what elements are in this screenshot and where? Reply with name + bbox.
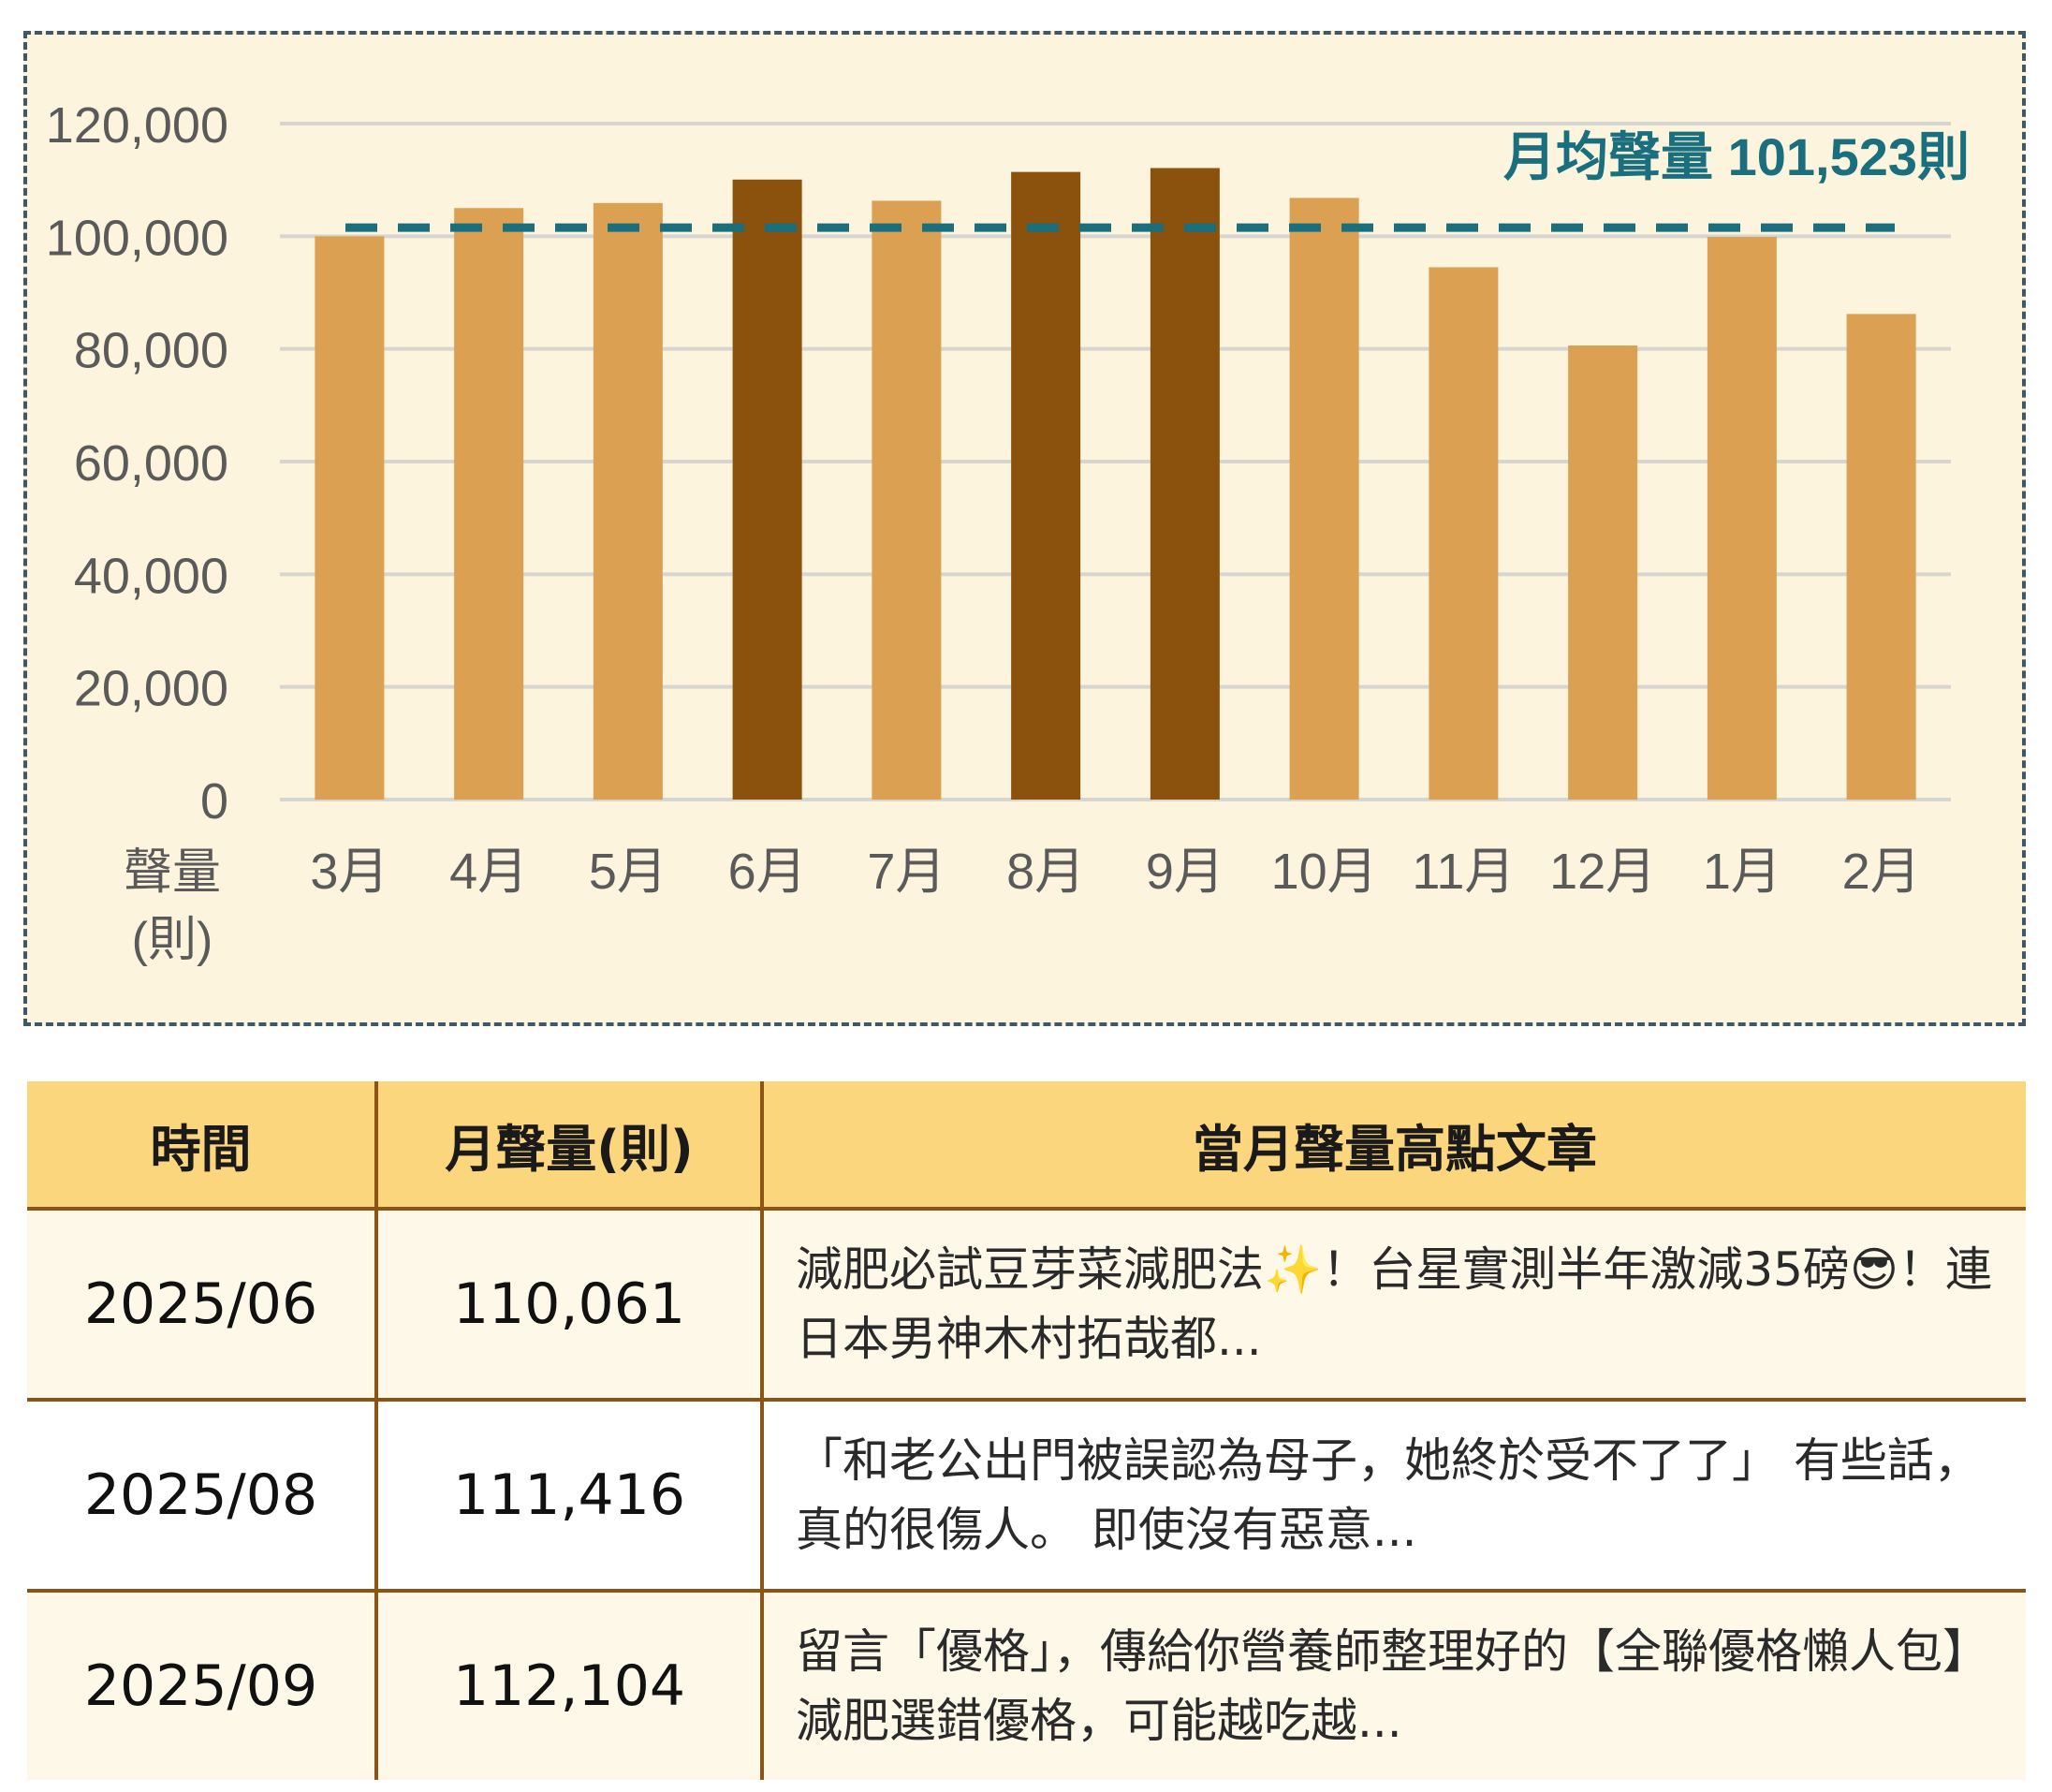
cell-article: 「和老公出門被誤認為母子，她終於受不了了」 有些話，真的很傷人。 即使沒有惡意.… (762, 1400, 2026, 1593)
bar (1707, 236, 1777, 800)
header-article: 當月聲量高點文章 (762, 1081, 2026, 1211)
bar (1289, 198, 1359, 801)
header-volume: 月聲量(則) (376, 1081, 764, 1211)
bar-chart: 0 20,000 40,000 60,000 80,000 100,000 120,000 3… (46, 97, 1970, 967)
x-tick-label: 11月 (1412, 844, 1515, 900)
cell-article: 留言「優格」，傳給你營養師整理好的【全聯優格懶人包】減肥選錯優格，可能越吃越..… (762, 1591, 2026, 1780)
cell-article: 減肥必試豆芽菜減肥法✨！台星實測半年激減35磅😎！連日本男神木村拓哉都... (762, 1209, 2026, 1402)
article-text: 減肥必試豆芽菜減肥法✨！台星實測半年激減35磅😎！連日本男神木村拓哉都... (796, 1242, 1993, 1366)
cell-time: 2025/06 (27, 1209, 378, 1402)
bar (872, 200, 942, 800)
bar (1846, 314, 1916, 800)
x-tick-label: 12月 (1549, 844, 1656, 900)
y-axis-label: 聲量(則) (124, 845, 221, 967)
header-time: 時間 (27, 1081, 378, 1211)
y-tick-label: 120,000 (46, 97, 228, 154)
cell-volume: 112,104 (376, 1591, 764, 1780)
cell-time: 2025/08 (27, 1400, 378, 1593)
x-tick-label: 6月 (728, 844, 807, 900)
x-tick-label: 7月 (867, 844, 945, 900)
bar (454, 208, 524, 800)
bar (593, 202, 663, 800)
y-tick-label: 100,000 (46, 210, 228, 266)
x-tick-label: 9月 (1146, 844, 1224, 900)
bar (1429, 267, 1499, 800)
average-label: 月均聲量 101,523則 (1503, 127, 1970, 186)
bar (1150, 168, 1220, 801)
x-tick-label: 2月 (1842, 844, 1921, 900)
table-row: 2025/09 112,104 留言「優格」，傳給你營養師整理好的【全聯優格懶人… (27, 1591, 2026, 1780)
cell-volume: 110,061 (376, 1209, 764, 1402)
x-tick-label: 5月 (589, 844, 667, 900)
x-tick-label: 10月 (1271, 844, 1378, 900)
chart-panel: 0 20,000 40,000 60,000 80,000 100,000 120,000 3… (23, 31, 2026, 1026)
bar (1011, 171, 1081, 800)
highlight-table-container: 時間 月聲量(則) 當月聲量高點文章 2025/06 110,061 減肥必試豆… (27, 1081, 2026, 1780)
x-tick-label: 1月 (1703, 844, 1781, 900)
x-tick-label: 4月 (449, 844, 528, 900)
highlight-table: 時間 月聲量(則) 當月聲量高點文章 2025/06 110,061 減肥必試豆… (27, 1081, 2026, 1780)
article-text: 留言「優格」，傳給你營養師整理好的【全聯優格懶人包】減肥選錯優格，可能越吃越..… (796, 1624, 1989, 1748)
table-header-row: 時間 月聲量(則) 當月聲量高點文章 (27, 1081, 2026, 1211)
bar (315, 236, 385, 801)
y-tick-label: 0 (200, 773, 228, 830)
y-tick-label: 60,000 (74, 435, 228, 492)
x-tick-label: 3月 (310, 844, 388, 900)
x-tick-label: 8月 (1006, 844, 1085, 900)
table-row: 2025/08 111,416 「和老公出門被誤認為母子，她終於受不了了」 有些… (27, 1400, 2026, 1593)
bar (732, 179, 802, 800)
y-tick-label: 40,000 (74, 548, 228, 604)
cell-volume: 111,416 (376, 1400, 764, 1593)
table-row: 2025/06 110,061 減肥必試豆芽菜減肥法✨！台星實測半年激減35磅😎… (27, 1209, 2026, 1402)
article-text: 「和老公出門被誤認為母子，她終於受不了了」 有些話，真的很傷人。 即使沒有惡意.… (796, 1433, 1981, 1557)
cell-time: 2025/09 (27, 1591, 378, 1780)
y-tick-label: 20,000 (74, 661, 228, 717)
bar (1568, 345, 1638, 800)
y-tick-label: 80,000 (74, 323, 228, 379)
